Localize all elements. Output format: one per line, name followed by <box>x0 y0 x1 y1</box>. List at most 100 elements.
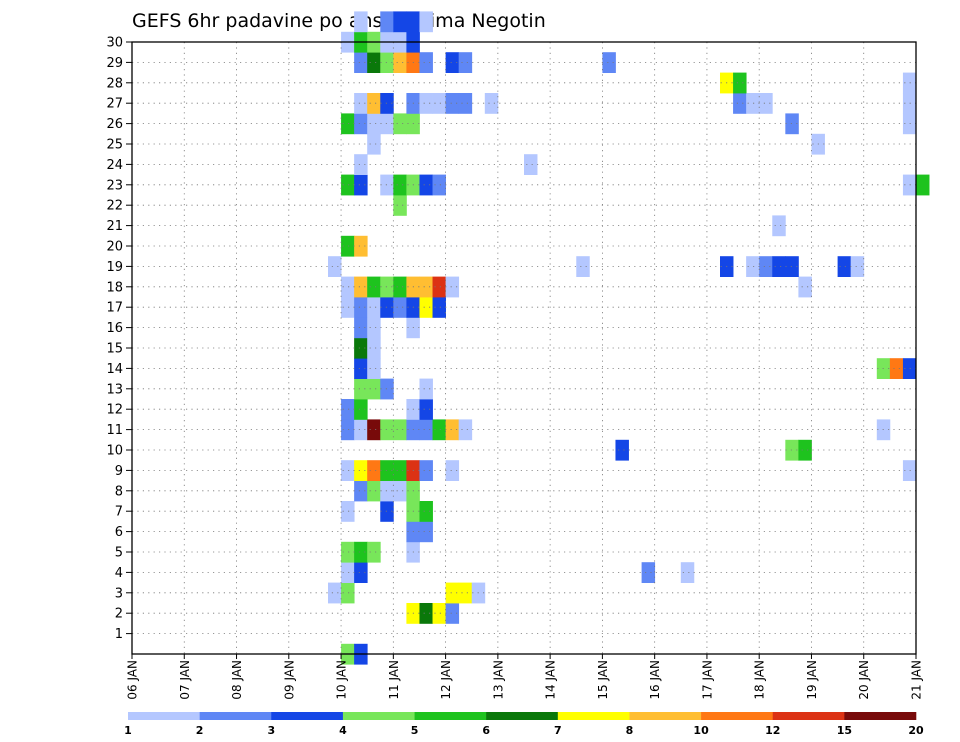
heatmap-cell <box>380 419 394 441</box>
legend-threshold-label: 10 <box>693 724 709 737</box>
heatmap-cell <box>341 419 355 441</box>
grid-lines <box>132 41 916 654</box>
heatmap-cell <box>367 276 381 298</box>
heatmap-cell <box>328 582 342 604</box>
legend: 1 2 3 4 5 6 7 8 10 12 15 20 <box>124 712 924 737</box>
heatmap-cell <box>328 256 342 277</box>
heatmap-cell <box>458 52 473 73</box>
heatmap-cell <box>406 11 420 33</box>
x-tick-label: 10 JAN <box>335 660 349 700</box>
heatmap-cell <box>798 276 812 298</box>
heatmap-cell <box>341 113 355 135</box>
heatmap-cell <box>341 174 355 196</box>
heatmap-cell <box>889 358 904 379</box>
legend-threshold-label: 12 <box>765 724 780 737</box>
y-tick-label: 21 <box>106 219 123 234</box>
heatmap-cell <box>733 93 747 114</box>
heatmap-cell <box>341 297 355 318</box>
heatmap-cell <box>367 378 381 400</box>
y-tick-label: 5 <box>115 546 123 561</box>
heatmap-cell <box>354 154 368 175</box>
heatmap-cell <box>354 399 368 420</box>
legend-swatch <box>342 712 415 720</box>
y-tick-label: 28 <box>106 76 123 91</box>
heatmap-cell <box>445 276 460 298</box>
y-tick-label: 18 <box>106 280 123 295</box>
heatmap-cell <box>419 399 433 420</box>
y-tick-label: 13 <box>106 382 123 397</box>
heatmap-cell <box>367 460 381 481</box>
x-tick-label: 18 JAN <box>753 660 767 700</box>
heatmap-cell <box>367 358 381 379</box>
heatmap-cell <box>354 93 368 114</box>
y-tick-label: 20 <box>106 240 123 255</box>
y-tick-label: 12 <box>106 403 123 418</box>
heatmap-cell <box>380 52 394 73</box>
heatmap-cell <box>419 297 433 318</box>
heatmap-cell <box>746 256 760 277</box>
heatmap-cell <box>367 52 381 73</box>
heatmap-cell <box>341 541 355 563</box>
heatmap-cell <box>393 11 407 33</box>
heatmap-cells <box>328 11 930 665</box>
legend-swatch <box>629 712 702 720</box>
heatmap-cell <box>445 93 460 114</box>
legend-threshold-label: 20 <box>908 724 924 737</box>
heatmap-cell <box>393 480 407 502</box>
heatmap-cell <box>380 93 394 114</box>
x-tick-label: 15 JAN <box>596 660 610 700</box>
legend-swatch <box>701 712 774 720</box>
legend-swatch <box>271 712 344 720</box>
heatmap-cell <box>367 317 381 339</box>
heatmap-cell <box>445 603 460 624</box>
x-tick-label: 09 JAN <box>282 660 296 700</box>
y-tick-label: 1 <box>115 627 123 642</box>
legend-swatch <box>128 712 200 720</box>
heatmap-cell <box>354 52 368 73</box>
x-tick-label: 08 JAN <box>230 660 244 700</box>
heatmap-cell <box>419 378 433 400</box>
heatmap-cell <box>641 562 656 583</box>
legend-threshold-label: 1 <box>124 724 132 737</box>
y-tick-label: 17 <box>106 301 123 316</box>
heatmap-cell <box>615 439 629 461</box>
heatmap-cell <box>419 460 433 481</box>
y-tick-label: 23 <box>106 178 123 193</box>
heatmap-cell <box>445 460 460 481</box>
heatmap-cell <box>367 419 381 441</box>
heatmap-cell <box>393 297 407 318</box>
heatmap-cell <box>458 93 473 114</box>
heatmap-cell <box>354 460 368 481</box>
heatmap-cell <box>341 276 355 298</box>
heatmap-cell <box>680 562 695 583</box>
y-tick-label: 29 <box>106 56 123 71</box>
heatmap-cell <box>367 480 381 502</box>
y-tick-label: 4 <box>115 566 123 581</box>
legend-threshold-label: 5 <box>411 724 419 737</box>
heatmap-cell <box>380 480 394 502</box>
heatmap-cell <box>393 174 407 196</box>
heatmap-cell <box>341 582 355 604</box>
x-tick-label: 16 JAN <box>648 660 662 700</box>
heatmap-cell <box>341 399 355 420</box>
heatmap-cell <box>432 603 446 624</box>
heatmap-cell <box>746 93 760 114</box>
heatmap-cell <box>419 501 433 522</box>
heatmap-cell <box>419 11 433 33</box>
y-axis-ticks: 1234567891011121314151617181920212223242… <box>106 36 132 642</box>
heatmap-cell <box>341 460 355 481</box>
y-tick-label: 14 <box>106 362 123 377</box>
heatmap-cell <box>380 297 394 318</box>
heatmap-cell <box>354 480 368 502</box>
heatmap-cell <box>393 419 407 441</box>
heatmap-cell <box>341 562 355 583</box>
legend-threshold-label: 7 <box>554 724 562 737</box>
heatmap-cell <box>419 521 433 543</box>
heatmap-cell <box>354 317 368 339</box>
legend-swatch <box>772 712 845 720</box>
heatmap-cell <box>354 541 368 563</box>
x-tick-label: 11 JAN <box>387 660 401 700</box>
heatmap-cell <box>458 419 473 441</box>
heatmap-cell <box>380 174 394 196</box>
legend-swatch <box>557 712 630 720</box>
